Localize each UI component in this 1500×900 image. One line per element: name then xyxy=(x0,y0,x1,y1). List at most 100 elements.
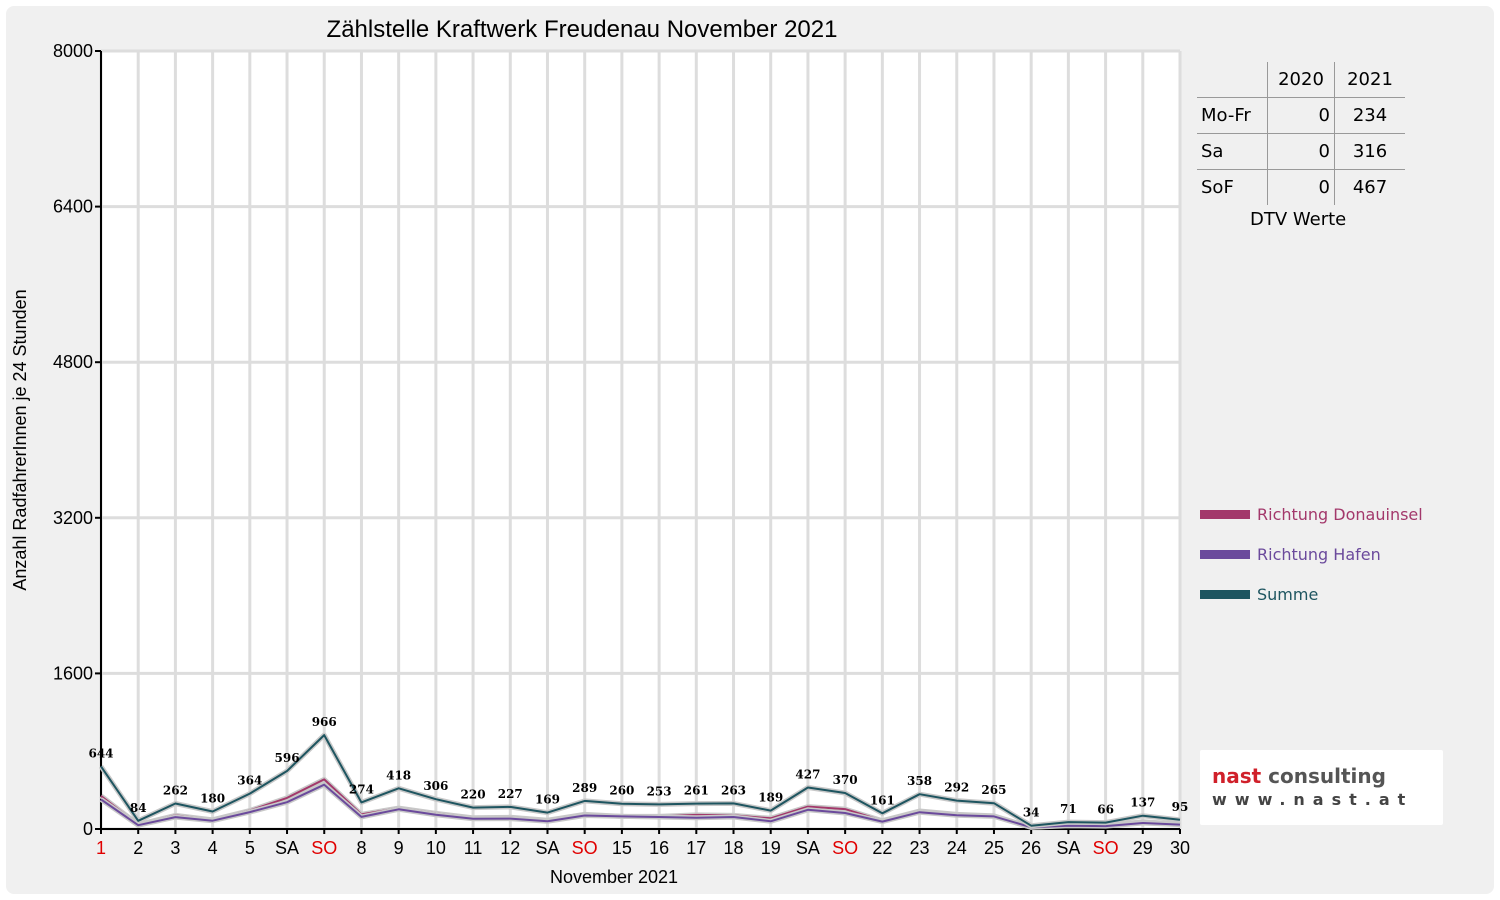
dtv-value-2021: 316 xyxy=(1334,133,1405,170)
x-tick-label: 18 xyxy=(724,838,744,858)
x-tick-label: 2 xyxy=(133,838,143,858)
data-label: 364 xyxy=(237,774,262,788)
dtv-header-2021: 2021 xyxy=(1334,62,1405,98)
nast-consulting-logo: nast consulting www.nast.at xyxy=(1200,750,1443,825)
x-tick-label: SO xyxy=(832,838,858,858)
x-tick-label: 12 xyxy=(500,838,520,858)
data-label: 265 xyxy=(981,783,1006,797)
y-tick-label: 8000 xyxy=(53,41,93,61)
y-tick-label: 4800 xyxy=(53,352,93,372)
dtv-row-label: Mo-Fr xyxy=(1197,97,1268,134)
x-tick-label: SO xyxy=(311,838,337,858)
y-tick-label: 3200 xyxy=(53,508,93,528)
legend-label: Summe xyxy=(1257,584,1319,604)
data-label: 418 xyxy=(386,768,411,782)
dtv-row-label: SoF xyxy=(1201,177,1234,198)
legend-item-hafen: Richtung Hafen xyxy=(1200,534,1423,574)
data-label: 189 xyxy=(758,791,783,805)
y-axis-title: Anzahl RadfahrerInnen je 24 Stunden xyxy=(10,289,30,590)
dtv-value-2021: 467 xyxy=(1334,169,1405,205)
legend-item-donauinsel: Richtung Donauinsel xyxy=(1200,494,1423,534)
series-line xyxy=(100,734,1181,827)
plot-background xyxy=(101,51,1180,829)
dtv-value-2021: 234 xyxy=(1334,97,1405,134)
x-tick-label: 10 xyxy=(426,838,446,858)
x-tick-label: SA xyxy=(535,838,559,858)
data-label: 274 xyxy=(349,782,374,796)
x-tick-label: 26 xyxy=(1021,838,1041,858)
x-tick-label: SO xyxy=(1093,838,1119,858)
x-tick-label: 24 xyxy=(947,838,967,858)
data-label: 161 xyxy=(870,793,895,807)
data-label: 95 xyxy=(1172,800,1189,814)
y-tick-label: 1600 xyxy=(53,663,93,683)
logo-url: www.nast.at xyxy=(1212,790,1414,809)
y-tick-label: 0 xyxy=(83,819,93,839)
dtv-value-2020: 0 xyxy=(1267,133,1335,170)
data-label: 427 xyxy=(795,767,820,781)
x-axis-title: November 2021 xyxy=(550,867,678,887)
x-tick-label: 30 xyxy=(1170,838,1190,858)
x-tick-label: 9 xyxy=(394,838,404,858)
x-tick-label: 3 xyxy=(170,838,180,858)
dtv-header-2020: 2020 xyxy=(1267,62,1335,98)
series-line xyxy=(100,783,1181,829)
data-label: 263 xyxy=(721,783,746,797)
legend-swatch xyxy=(1200,589,1250,599)
dtv-value-2020: 0 xyxy=(1267,97,1335,134)
x-tick-label: SO xyxy=(572,838,598,858)
x-tick-label: 29 xyxy=(1133,838,1153,858)
x-tick-label: 8 xyxy=(356,838,366,858)
data-label: 180 xyxy=(200,791,225,805)
chart-title: Zählstelle Kraftwerk Freudenau November … xyxy=(327,16,838,43)
dtv-caption: DTV Werte xyxy=(1250,209,1347,230)
legend-item-summe: Summe xyxy=(1200,574,1423,614)
data-label: 34 xyxy=(1023,806,1040,820)
data-label: 84 xyxy=(130,801,147,815)
legend-label: Richtung Hafen xyxy=(1257,544,1381,564)
data-label: 370 xyxy=(833,773,858,787)
x-tick-label: SA xyxy=(796,838,820,858)
data-label: 71 xyxy=(1060,802,1077,816)
data-label: 261 xyxy=(684,784,709,798)
data-label: 169 xyxy=(535,793,560,807)
x-tick-label: 11 xyxy=(464,838,483,858)
x-tick-label: 17 xyxy=(686,838,706,858)
data-label: 137 xyxy=(1130,796,1155,810)
dtv-row-label: Sa xyxy=(1197,133,1268,170)
data-label: 253 xyxy=(647,784,672,798)
data-label: 292 xyxy=(944,781,969,795)
data-label: 220 xyxy=(461,788,486,802)
legend-label: Richtung Donauinsel xyxy=(1257,504,1423,524)
data-label: 306 xyxy=(423,779,448,793)
x-tick-label: SA xyxy=(1056,838,1080,858)
logo-brand: nast consulting xyxy=(1212,764,1386,788)
dtv-table: 2020 2021 Mo-Fr 0 234 Sa 0 316 SoF 0 467 xyxy=(1197,62,1405,205)
x-tick-label: 15 xyxy=(612,838,632,858)
data-label: 289 xyxy=(572,781,597,795)
data-label: 260 xyxy=(609,784,634,798)
x-tick-label: SA xyxy=(275,838,299,858)
data-label: 358 xyxy=(907,774,932,788)
dtv-value-2020: 0 xyxy=(1267,169,1335,205)
x-tick-label: 5 xyxy=(245,838,255,858)
x-tick-label: 25 xyxy=(984,838,1004,858)
x-tick-label: 23 xyxy=(910,838,930,858)
dtv-header-empty xyxy=(1197,62,1268,98)
data-label: 262 xyxy=(163,784,188,798)
data-label: 596 xyxy=(275,751,300,765)
chart-legend: Richtung Donauinsel Richtung Hafen Summe xyxy=(1200,494,1423,614)
x-tick-label: 22 xyxy=(872,838,892,858)
x-tick-label: 4 xyxy=(208,838,218,858)
data-label: 644 xyxy=(88,746,113,760)
data-label: 227 xyxy=(498,787,523,801)
data-label: 966 xyxy=(312,715,337,729)
y-tick-label: 6400 xyxy=(53,197,93,217)
legend-swatch xyxy=(1200,509,1250,519)
data-label: 66 xyxy=(1097,803,1114,817)
legend-swatch xyxy=(1200,549,1250,559)
x-tick-label: 1 xyxy=(96,838,106,858)
x-tick-label: 19 xyxy=(761,838,781,858)
